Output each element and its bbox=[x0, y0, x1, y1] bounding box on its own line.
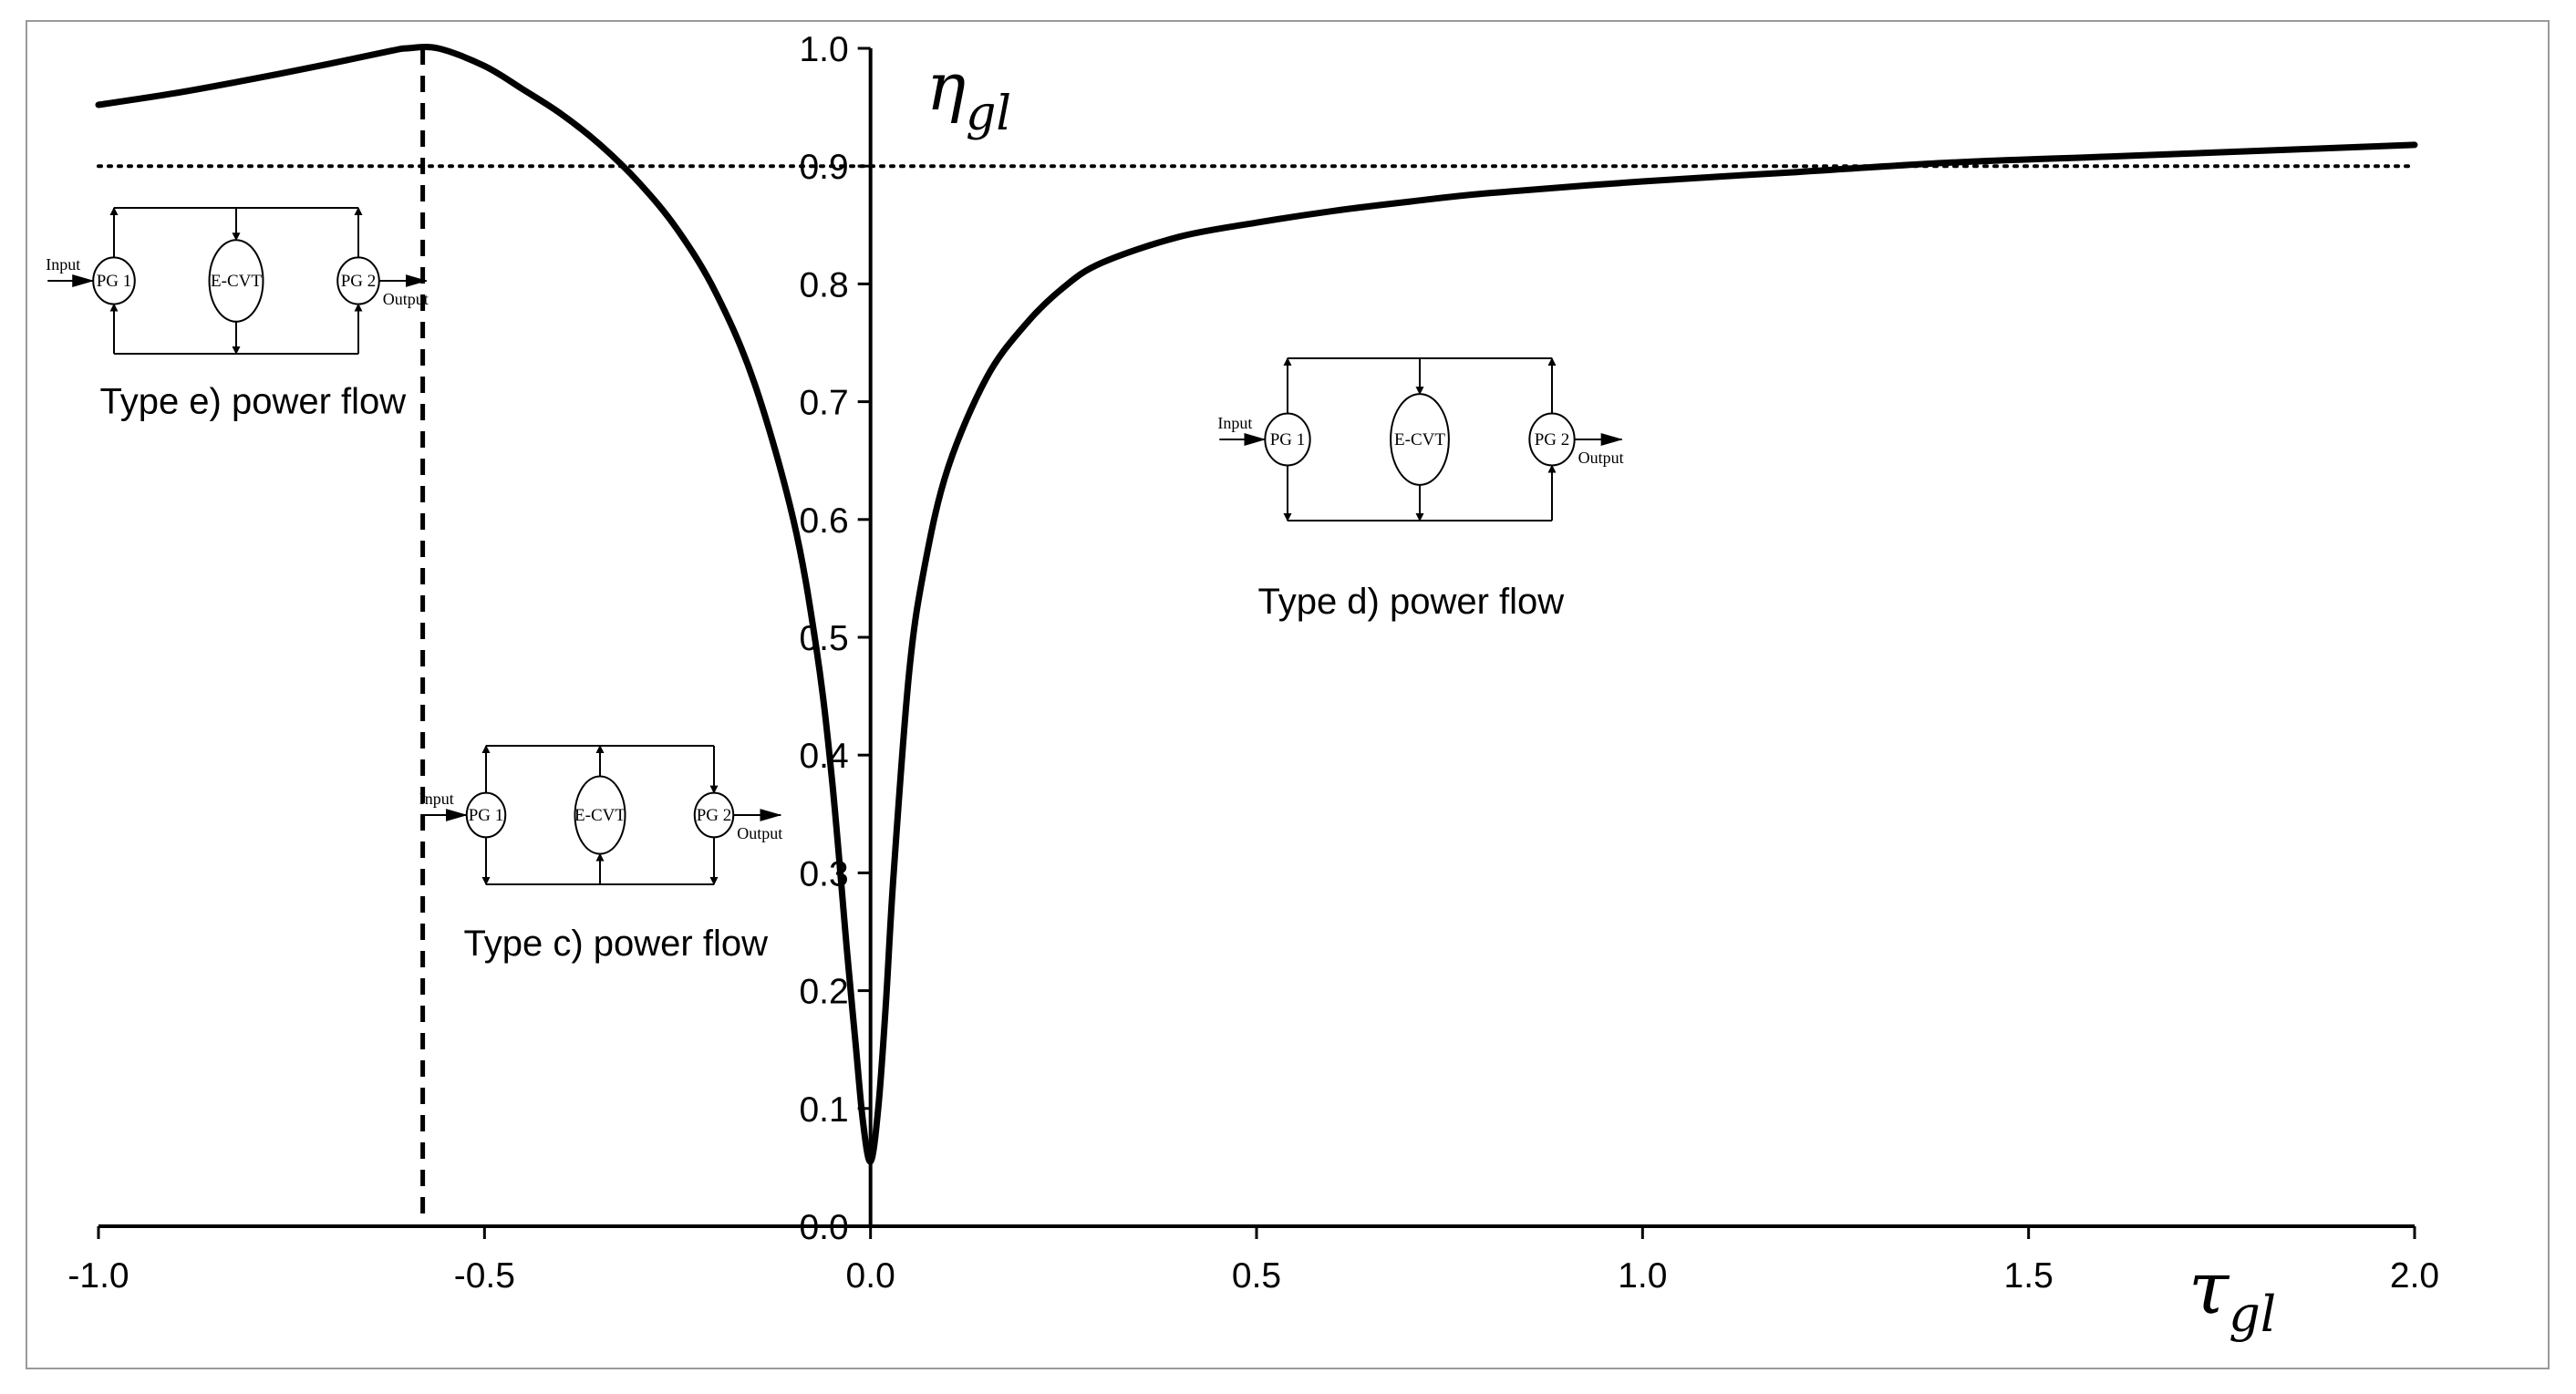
x-axis-title-main: τ bbox=[2188, 1245, 2230, 1330]
caption-type-d: Type d) power flow bbox=[1257, 582, 1564, 622]
y-tick-label: 0.6 bbox=[799, 501, 848, 541]
ecvt-label: E-CVT bbox=[1394, 430, 1445, 449]
x-tick-label: 1.5 bbox=[2004, 1256, 2054, 1296]
power-flow-diagram-e: PG 1 E-CVT PG 2 Input Output bbox=[46, 207, 429, 355]
input-label: Input bbox=[46, 255, 80, 274]
y-tick-label: 0.2 bbox=[799, 973, 848, 1012]
y-axis-title: ηgl bbox=[926, 48, 1011, 141]
y-tick-label: 0.7 bbox=[799, 384, 848, 423]
y-tick-label: 0.1 bbox=[799, 1090, 848, 1130]
output-label: Output bbox=[383, 290, 429, 308]
power-flow-diagram-d: PG 1 E-CVT PG 2 Input Output bbox=[1217, 357, 1624, 521]
y-tick-label: 0.5 bbox=[799, 619, 848, 658]
output-label: Output bbox=[737, 824, 782, 842]
x-tick-label: 1.0 bbox=[1618, 1256, 1667, 1296]
x-axis-title-sub: gl bbox=[2229, 1286, 2276, 1343]
caption-type-e: Type e) power flow bbox=[99, 382, 406, 422]
x-tick-label: -1.0 bbox=[67, 1256, 129, 1296]
x-tick-label: 2.0 bbox=[2390, 1256, 2439, 1296]
ecvt-label: E-CVT bbox=[211, 272, 262, 291]
ecvt-label: E-CVT bbox=[574, 806, 626, 825]
ecvt-node bbox=[208, 239, 264, 323]
input-label: Input bbox=[419, 790, 454, 808]
x-tick-label: 0.0 bbox=[846, 1256, 895, 1296]
y-axis-title-sub: gl bbox=[966, 87, 1011, 141]
pg2-label: PG 2 bbox=[697, 806, 732, 825]
x-tick-label: 0.5 bbox=[1232, 1256, 1281, 1296]
x-axis-title: τgl bbox=[2188, 1245, 2276, 1343]
output-label: Output bbox=[1578, 449, 1624, 467]
y-tick-label: 0.8 bbox=[799, 265, 848, 305]
power-flow-diagram-c: PG 1 E-CVT PG 2 Input Output bbox=[419, 745, 782, 885]
pg2-label: PG 2 bbox=[341, 272, 377, 291]
pg1-label: PG 1 bbox=[469, 806, 504, 825]
y-axis-title-main: η bbox=[926, 48, 966, 125]
input-label: Input bbox=[1217, 414, 1252, 432]
y-tick-label: 0.9 bbox=[799, 148, 848, 187]
y-tick-label: 1.0 bbox=[799, 30, 848, 69]
ecvt-node bbox=[574, 775, 626, 855]
pg1-label: PG 1 bbox=[1270, 430, 1306, 449]
pg1-label: PG 1 bbox=[97, 272, 132, 291]
ecvt-node bbox=[1390, 393, 1450, 486]
chart-frame bbox=[26, 20, 2550, 1369]
pg2-label: PG 2 bbox=[1535, 430, 1570, 449]
y-tick-label: 0.0 bbox=[799, 1208, 848, 1247]
caption-type-c: Type c) power flow bbox=[464, 924, 769, 964]
y-tick-label: 0.4 bbox=[799, 737, 848, 776]
x-tick-label: -0.5 bbox=[454, 1256, 515, 1296]
efficiency-curve bbox=[95, 43, 2418, 1165]
